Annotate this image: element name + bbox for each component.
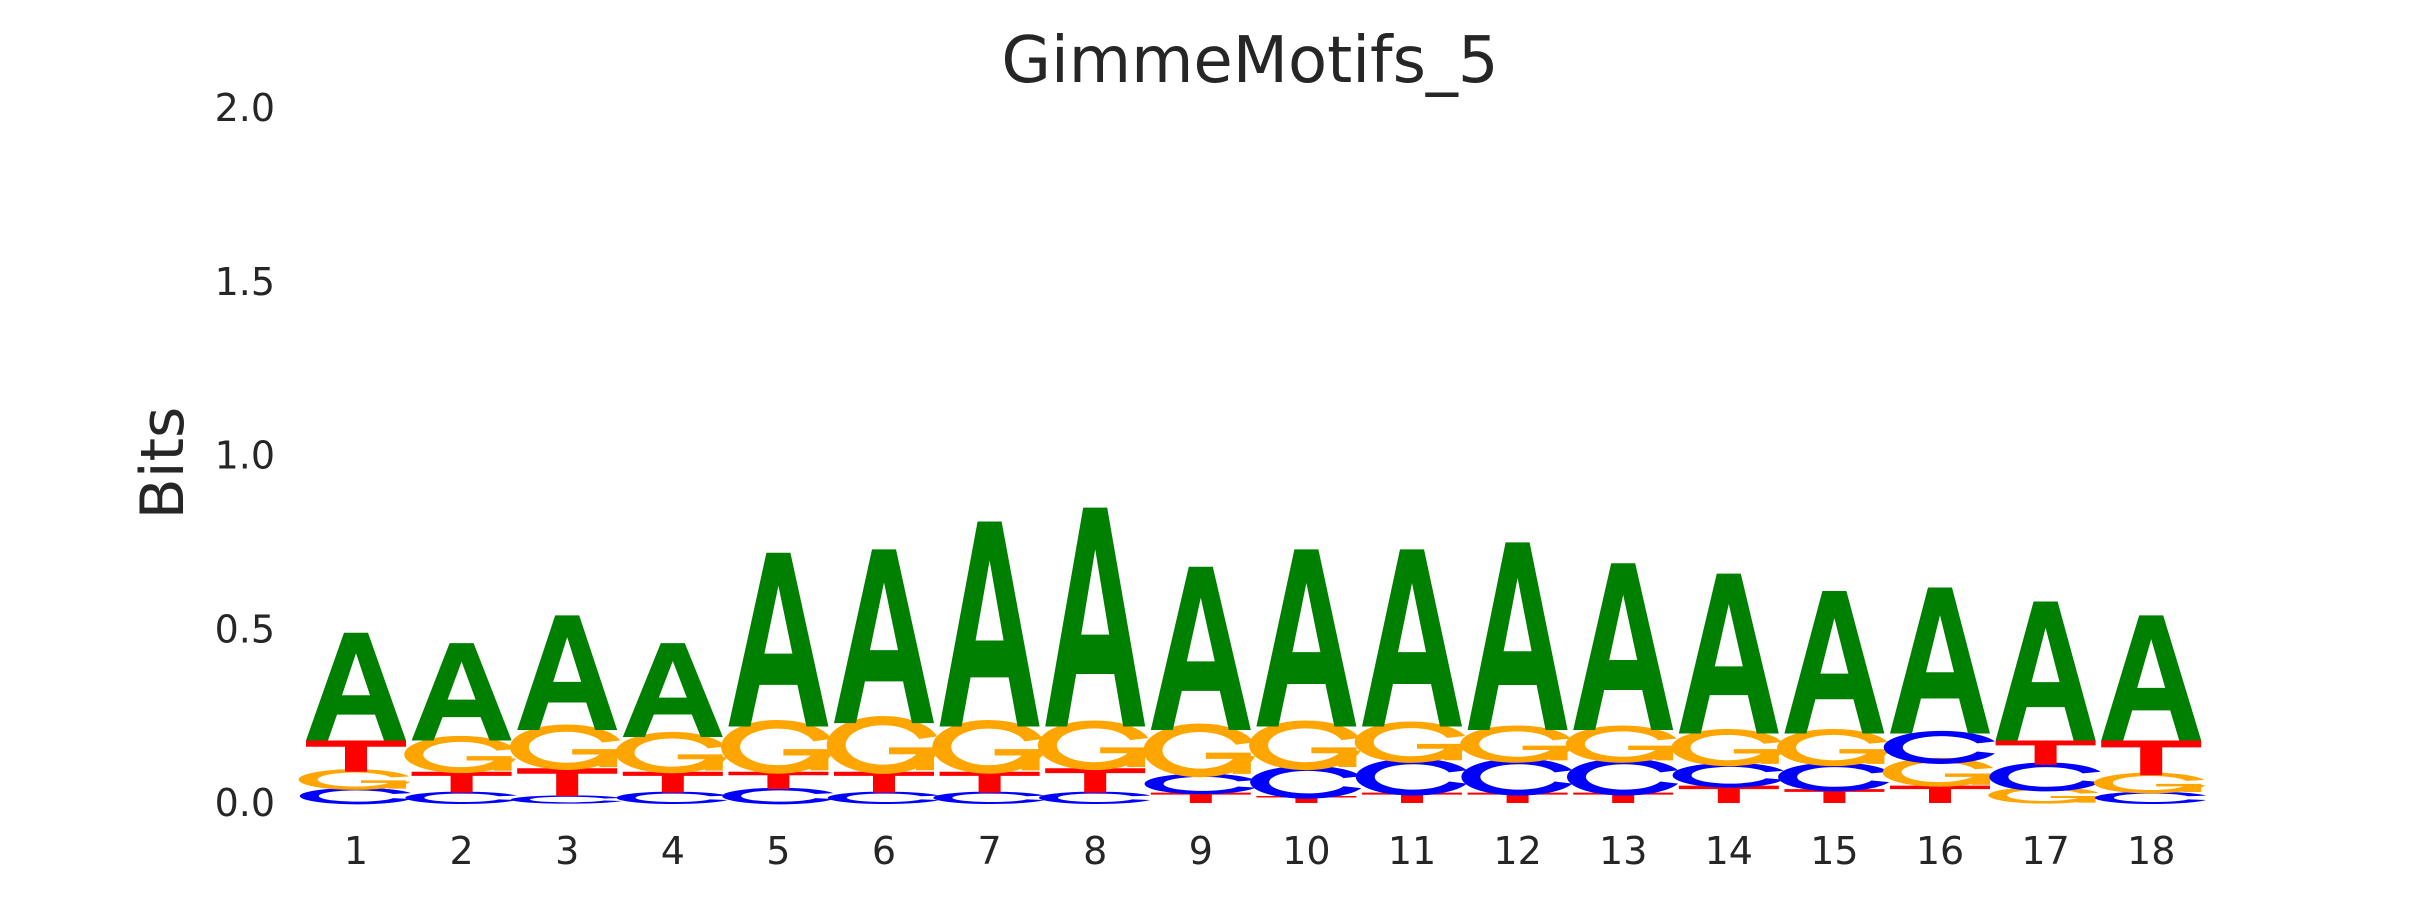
logo-letter-a: [1150, 566, 1251, 731]
x-tick-label: 7: [978, 829, 1002, 873]
logo-letter-t: [1890, 785, 1990, 803]
y-tick-label: 1.0: [215, 434, 275, 478]
logo-letter-c: [827, 791, 939, 804]
logo-letter-c: [1883, 730, 1995, 764]
logo-letter-c: [616, 791, 728, 804]
logo-letter-g: [298, 769, 411, 790]
logo-letter-t: [1467, 792, 1568, 803]
logo-letter-g: [721, 719, 833, 774]
logo-letter-g: [1037, 720, 1150, 771]
logo-letter-t: [1573, 792, 1674, 803]
logo-letter-t: [834, 771, 934, 793]
logo-letter-a: [2101, 615, 2202, 741]
logo-letter-a: [517, 615, 618, 731]
x-tick-label: 1: [344, 829, 368, 873]
x-axis-ticks: 1 2 3 4 5 6 7 8 9 10 11 12 13 14 15 16 17 18: [344, 829, 2175, 873]
x-tick-label: 4: [661, 829, 685, 873]
logo-letter-g: [615, 731, 728, 774]
logo-letter-c: [722, 787, 834, 805]
logo-letter-c: [405, 791, 517, 804]
logo-letter-a: [1995, 601, 2096, 741]
logo-letter-t: [2101, 740, 2202, 776]
x-tick-label: 5: [766, 829, 790, 873]
logo-letter-g: [1249, 720, 1361, 771]
logo-letter-t: [1784, 789, 1885, 803]
logo-letter-a: [1467, 542, 1568, 731]
logo-letter-c: [933, 791, 1045, 804]
chart-title: GimmeMotifs_5: [1001, 24, 1498, 98]
x-tick-label: 9: [1189, 829, 1213, 873]
logo-letter-c: [2095, 791, 2207, 804]
logo-letter-a: [1678, 573, 1779, 734]
x-tick-label: 15: [1810, 829, 1858, 873]
logo-stacks: [298, 507, 2207, 805]
logo-letter-t: [517, 768, 618, 797]
y-tick-label: 0.5: [215, 607, 275, 651]
logo-letter-a: [939, 521, 1040, 727]
logo-letter-c: [1461, 758, 1573, 796]
logo-letter-c: [299, 787, 411, 805]
logo-letter-g: [1143, 723, 1256, 778]
logo-letter-t: [411, 771, 512, 793]
logo-letter-t: [306, 740, 406, 772]
logo-letter-a: [1045, 507, 1146, 727]
logo-letter-a: [834, 549, 934, 724]
logo-letter-c: [1989, 762, 2101, 792]
logo-letter-t: [622, 771, 723, 793]
logo-letter-c: [1672, 762, 1784, 788]
x-tick-label: 3: [555, 829, 579, 873]
x-tick-label: 6: [872, 829, 896, 873]
y-tick-label: 0.0: [215, 781, 275, 825]
logo-letter-g: [1460, 725, 1572, 763]
logo-letter-a: [1784, 591, 1885, 734]
y-tick-label: 1.5: [215, 260, 275, 304]
logo-letter-t: [1362, 792, 1462, 803]
logo-letter-a: [1256, 549, 1357, 727]
logo-letter-a: [728, 552, 829, 727]
logo-letter-c: [1250, 765, 1362, 799]
logo-letter-a: [622, 643, 723, 737]
logo-letter-t: [728, 771, 829, 790]
logo-letter-a: [1362, 549, 1462, 727]
logo-letter-c: [1355, 758, 1467, 796]
logo-letter-g: [1777, 728, 1889, 767]
logo-letter-c: [1144, 773, 1256, 795]
logo-letter-a: [411, 643, 512, 741]
logo-letter-c: [1566, 758, 1679, 796]
logo-letter-g: [932, 719, 1044, 774]
y-tick-label: 2.0: [215, 86, 275, 130]
x-tick-label: 18: [2127, 829, 2175, 873]
logo-letter-g: [826, 716, 939, 774]
x-tick-label: 12: [1493, 829, 1541, 873]
logo-letter-a: [1573, 563, 1674, 731]
logo-letter-t: [1995, 740, 2096, 765]
logo-letter-g: [509, 724, 622, 770]
y-axis-label: Bits: [128, 407, 198, 520]
x-tick-label: 16: [1916, 829, 1964, 873]
logo-letter-g: [2093, 772, 2206, 794]
x-tick-label: 8: [1083, 829, 1107, 873]
y-axis-ticks: 0.0 0.5 1.0 1.5 2.0: [215, 86, 275, 825]
logo-letter-c: [1778, 762, 1890, 792]
x-tick-label: 10: [1282, 829, 1330, 873]
logo-letter-g: [1565, 725, 1678, 763]
x-tick-label: 17: [2021, 829, 2069, 873]
logo-letter-t: [1045, 768, 1146, 793]
logo-letter-g: [404, 735, 516, 774]
logo-letter-t: [1150, 792, 1251, 803]
logo-letter-a: [1890, 587, 1990, 734]
logo-letter-g: [1671, 728, 1784, 767]
logo-letter-c: [511, 795, 623, 804]
x-tick-label: 11: [1388, 829, 1436, 873]
logo-letter-c: [1039, 791, 1151, 804]
x-tick-label: 14: [1705, 829, 1753, 873]
x-tick-label: 13: [1599, 829, 1647, 873]
logo-letter-t: [1256, 796, 1357, 803]
logo-letter-a: [306, 632, 406, 741]
logo-letter-t: [939, 771, 1040, 793]
logo-letter-g: [1354, 721, 1467, 763]
logo-letter-t: [1678, 785, 1779, 803]
x-tick-label: 2: [450, 829, 474, 873]
